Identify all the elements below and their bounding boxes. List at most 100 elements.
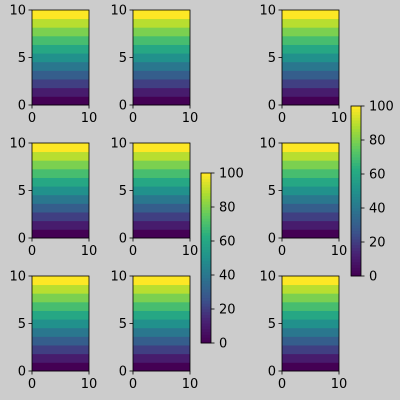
- heatmap-cell: [32, 310, 89, 320]
- heatmap-cell: [133, 27, 190, 37]
- subplot-panel: 0 10 0 5 10: [9, 137, 97, 260]
- heatmap-cell: [282, 87, 339, 97]
- colorbar-segment: [351, 261, 361, 266]
- colorbar-segment: [201, 300, 211, 304]
- colorbar-segment: [201, 340, 211, 344]
- colorbar-segment: [351, 182, 361, 186]
- y-tick-label: 10: [259, 4, 276, 19]
- heatmap-cell: [133, 293, 190, 303]
- colorbar-segment: [201, 326, 211, 330]
- y-tick-label: 0: [18, 232, 26, 247]
- colorbar-segment: [201, 218, 211, 222]
- y-tick-label: 0: [18, 365, 26, 380]
- heatmap-cell: [282, 143, 339, 153]
- y-tick-label: 5: [268, 317, 276, 332]
- y-tick-label: 0: [119, 232, 127, 247]
- colorbar-segment: [201, 198, 211, 202]
- x-tick-label: 10: [331, 244, 348, 259]
- heatmap-cell: [282, 336, 339, 346]
- heatmap-cell: [133, 70, 190, 80]
- x-tick-label: 10: [331, 377, 348, 392]
- colorbar-segment: [201, 221, 211, 225]
- heatmap-cell: [32, 44, 89, 54]
- heatmap-cell: [133, 53, 190, 63]
- colorbar-segment: [351, 242, 361, 246]
- colorbar-segment: [351, 108, 361, 113]
- heatmap-cell: [282, 194, 339, 204]
- heatmap-cell: [133, 212, 190, 222]
- y-tick-label: 10: [9, 4, 26, 19]
- colorbar-segment: [201, 229, 211, 233]
- x-tick-label: 10: [331, 111, 348, 126]
- colorbar-segment: [201, 173, 211, 177]
- y-tick-label: 5: [18, 51, 26, 66]
- colorbar-segment: [351, 216, 361, 220]
- colorbar-segment: [351, 188, 361, 192]
- subplot-panel: 0 10 0 5 10: [110, 270, 198, 393]
- colorbar-segment: [351, 205, 361, 209]
- heatmap-cell: [282, 79, 339, 89]
- heatmap-cell: [133, 353, 190, 363]
- colorbar-segment: [201, 184, 211, 188]
- colorbar-segment: [201, 178, 211, 182]
- colorbar-segment: [351, 185, 361, 189]
- colorbar-segment: [201, 232, 211, 236]
- colorbar-segment: [201, 309, 211, 313]
- heatmap-cell: [32, 160, 89, 170]
- colorbar-segment: [351, 171, 361, 175]
- heatmap-cell: [282, 301, 339, 311]
- subplot-panel: 0 10 0 5 10: [259, 137, 347, 260]
- colorbar-segment: [351, 256, 361, 260]
- heatmap-cell: [133, 362, 190, 372]
- colorbar-tick-label: 40: [219, 269, 236, 284]
- heatmap-cell: [282, 345, 339, 355]
- colorbar: 0 20 40 60 80 100: [350, 100, 394, 285]
- colorbar-tick-label: 60: [369, 168, 386, 183]
- colorbar-segment: [201, 334, 211, 338]
- colorbar-segment: [351, 236, 361, 240]
- heatmap-cell: [32, 96, 89, 106]
- heatmap-cell: [32, 276, 89, 286]
- colorbar-segment: [351, 176, 361, 181]
- colorbar-segment: [201, 289, 211, 293]
- colorbar-segment: [351, 202, 361, 206]
- heatmap-cell: [282, 27, 339, 37]
- heatmap-cell: [282, 203, 339, 213]
- heatmap-cell: [133, 194, 190, 204]
- heatmap-cell: [133, 151, 190, 161]
- heatmap-cell: [282, 160, 339, 170]
- colorbar-segment: [351, 120, 361, 124]
- heatmap-cell: [282, 61, 339, 71]
- heatmap-cell: [32, 186, 89, 196]
- x-tick-label: 0: [129, 244, 137, 259]
- colorbar-segment: [201, 280, 211, 284]
- heatmap-cell: [32, 336, 89, 346]
- heatmap-cell: [32, 229, 89, 239]
- x-tick-label: 0: [129, 377, 137, 392]
- colorbar-tick-label: 0: [219, 337, 227, 352]
- colorbar-segment: [351, 230, 361, 234]
- colorbar-segment: [201, 209, 211, 214]
- y-tick-label: 5: [18, 184, 26, 199]
- subplot-panel: 0 10 0 5 10: [259, 270, 347, 393]
- colorbar-segment: [201, 314, 211, 318]
- subplot-panel: 0 10 0 5 10: [9, 270, 97, 393]
- colorbar-frame: [350, 105, 362, 277]
- colorbar-segment: [351, 111, 361, 115]
- heatmap-cell: [282, 293, 339, 303]
- heatmap-cell: [32, 70, 89, 80]
- heatmap-cell: [133, 301, 190, 311]
- y-tick-label: 0: [268, 365, 276, 380]
- colorbar-segment: [201, 275, 211, 279]
- heatmap-cell: [282, 151, 339, 161]
- y-tick-label: 0: [119, 365, 127, 380]
- colorbar-segment: [201, 238, 211, 242]
- colorbar-segment: [201, 192, 211, 197]
- colorbar-segment: [201, 258, 211, 262]
- colorbar-segment: [201, 246, 211, 250]
- colorbar-segment: [351, 128, 361, 132]
- heatmap-cell: [282, 319, 339, 329]
- colorbar-segment: [351, 250, 361, 254]
- heatmap-cell: [282, 177, 339, 187]
